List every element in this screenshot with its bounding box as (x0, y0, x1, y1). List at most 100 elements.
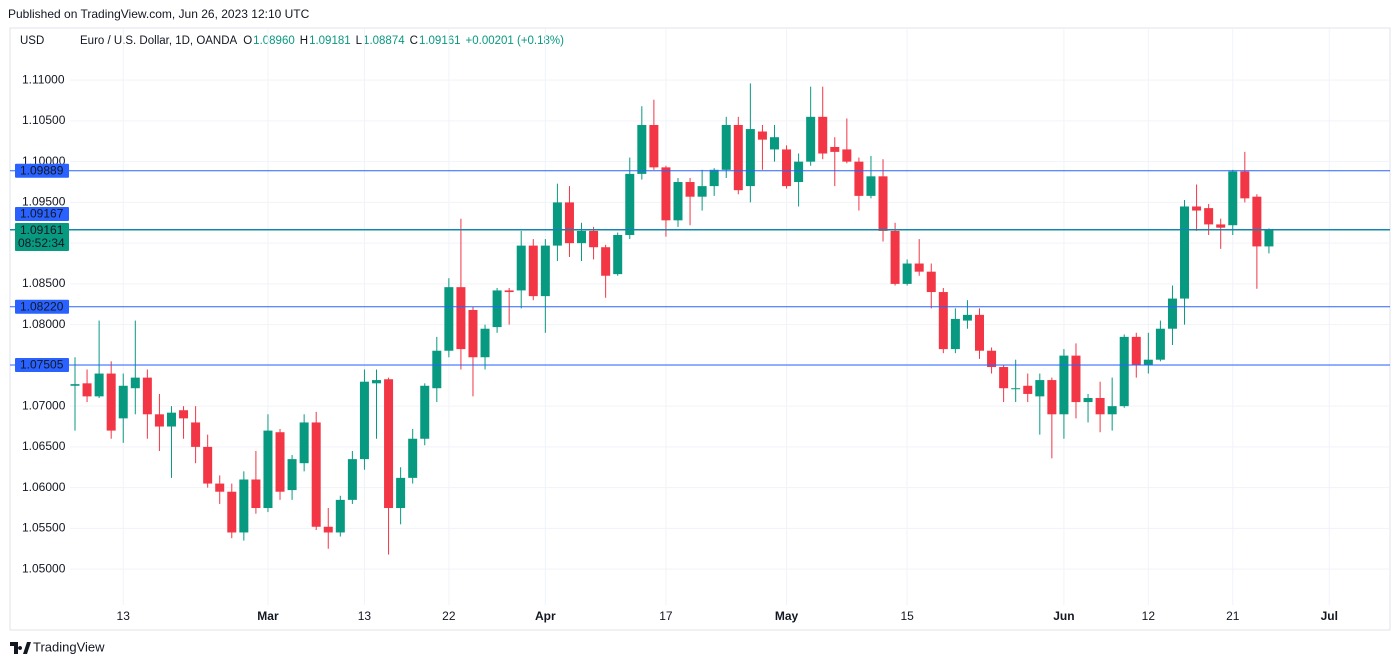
candle-body (987, 350, 997, 368)
x-tick-label: 12 (1142, 609, 1156, 623)
symbol-name: Euro / U.S. Dollar, 1D, OANDA (80, 35, 238, 47)
candle-body (372, 380, 381, 384)
candle-body (456, 287, 466, 350)
candle-body (1131, 336, 1141, 366)
candle-body (1264, 230, 1274, 247)
ohlc-value: 1.08960 (253, 35, 295, 47)
x-tick-label: 22 (442, 609, 456, 623)
candle-body (166, 412, 176, 427)
candle-body (1059, 355, 1069, 415)
candle-body (154, 414, 164, 427)
grid (70, 29, 1390, 605)
candle-body (203, 446, 213, 484)
y-tick-label: 1.05000 (22, 561, 66, 575)
candle-body (492, 290, 502, 328)
symbol-legend: Euro / U.S. Dollar, 1D, OANDA O1.08960 H1.… (80, 35, 564, 47)
chart-frame (9, 27, 1391, 631)
candle-body (794, 161, 804, 183)
candle-body (540, 245, 550, 297)
x-tick-label: 21 (1226, 609, 1240, 623)
candle-body (179, 410, 189, 419)
y-tick-label: 1.08000 (22, 317, 66, 331)
ohlc-value: 1.09161 (419, 35, 461, 47)
candle-body (902, 263, 912, 284)
logo-mark (10, 642, 31, 654)
candle-body (420, 385, 430, 439)
candle-body (142, 377, 152, 415)
candle-body (1083, 397, 1093, 403)
y-tick-label: 1.06000 (22, 480, 66, 494)
y-tick-label: 1.05500 (22, 521, 66, 535)
candle-body (1228, 171, 1238, 226)
candle-body (1107, 406, 1117, 415)
candle-body (396, 477, 406, 509)
candle-body (589, 230, 599, 248)
x-tick-label: Jul (1321, 609, 1338, 623)
candle-body (745, 129, 755, 187)
candle-body (359, 381, 369, 460)
x-tick-label: 13 (117, 609, 131, 623)
candle-body (842, 149, 852, 162)
candle-body (1023, 385, 1033, 394)
x-tick-label: May (775, 609, 799, 623)
candle-body (914, 263, 924, 272)
candle-body (806, 116, 816, 162)
ohlc-value: 1.09181 (309, 35, 351, 47)
candle-body (1047, 380, 1057, 415)
candle-body (516, 245, 526, 291)
candle-body (661, 167, 671, 221)
candle-body (480, 328, 490, 358)
candle-body (1155, 328, 1165, 360)
candle-body (926, 271, 936, 293)
price-line-label: 1.07505 (20, 358, 64, 372)
candle-body (721, 124, 731, 170)
x-tick-label: Mar (257, 609, 279, 623)
candle-body (118, 385, 128, 419)
candle-body (82, 383, 92, 397)
y-tick-label: 1.07000 (22, 398, 66, 412)
currency: USD (20, 35, 44, 47)
candle-body (191, 422, 201, 447)
ohlc-key: L (356, 35, 363, 47)
candle-body (335, 499, 345, 533)
x-tick-label: 13 (358, 609, 372, 623)
candle-body (890, 230, 900, 284)
price-line-label: 1.09167 (20, 207, 64, 221)
ohlc-key: H (300, 35, 308, 47)
price-line-label-box (15, 207, 69, 222)
candle-body (1204, 208, 1214, 225)
candle-body (637, 124, 647, 174)
candle-body (577, 230, 587, 244)
candle-body (251, 479, 261, 509)
candle-body (408, 438, 418, 478)
candle-body (444, 287, 454, 351)
ohlc-key: C (410, 35, 418, 47)
candle-body (130, 377, 140, 389)
candle-body (528, 245, 538, 297)
candle-body (769, 137, 779, 150)
candle-body (263, 430, 273, 509)
candle-body (950, 318, 960, 350)
candle-body (1216, 224, 1226, 228)
price-line-label-box (15, 357, 69, 372)
candle-body (757, 131, 767, 140)
candle-body (432, 350, 442, 389)
price-line-label-box (15, 163, 69, 178)
candle-body (938, 292, 948, 350)
y-tick-label: 1.08500 (22, 276, 66, 290)
price-line-label: 1.09889 (20, 163, 64, 177)
candle-body (733, 124, 743, 191)
price-line-label-box (15, 299, 69, 314)
candle-body (1095, 397, 1105, 415)
published-note: Published on TradingView.com, Jun 26, 20… (8, 7, 310, 21)
candle-body (564, 202, 574, 244)
candle-body (1180, 206, 1190, 299)
candle-body (782, 149, 792, 187)
candle-body (1071, 355, 1081, 403)
y-tick-label: 1.06500 (22, 439, 66, 453)
candle-body (287, 459, 297, 491)
candle-body (1240, 171, 1250, 199)
candle-body (552, 202, 562, 246)
candle-body (106, 373, 116, 431)
candle-body (1011, 388, 1021, 390)
